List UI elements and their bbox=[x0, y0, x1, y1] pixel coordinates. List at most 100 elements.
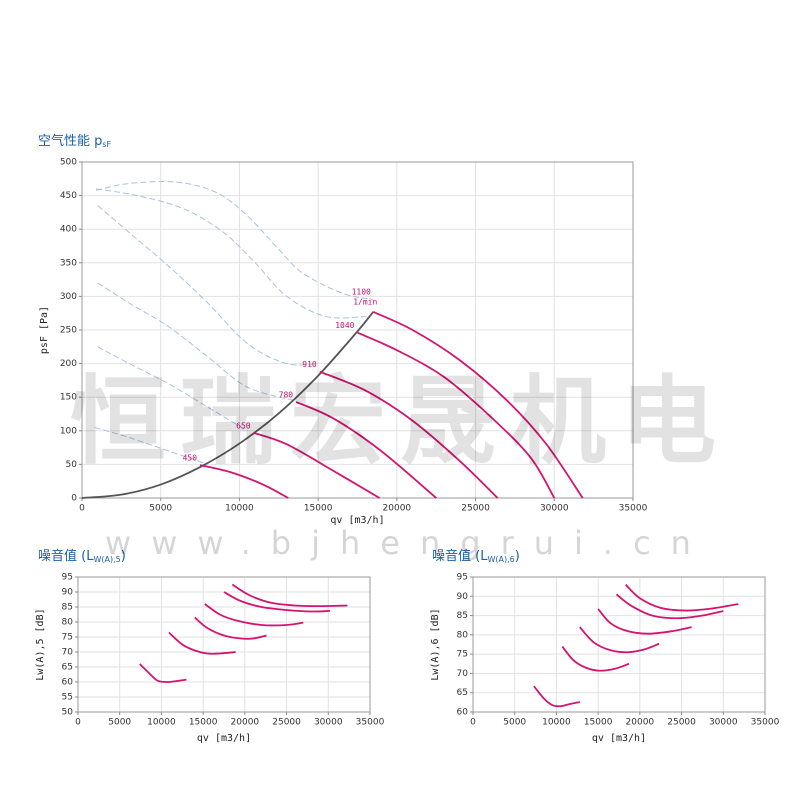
y-tick-label: 55 bbox=[62, 693, 73, 703]
chart-title: 噪音值 (LW(A),5) bbox=[38, 548, 126, 564]
y-tick-label: 250 bbox=[60, 326, 77, 336]
x-tick-label: 0 bbox=[75, 718, 81, 728]
x-tick-label: 35000 bbox=[356, 718, 385, 728]
x-tick-label: 30000 bbox=[540, 504, 569, 514]
y-tick-label: 150 bbox=[60, 393, 77, 403]
curve bbox=[579, 626, 660, 654]
y-tick-label: 400 bbox=[60, 225, 77, 235]
curve bbox=[615, 593, 724, 620]
y-tick-label: 65 bbox=[62, 663, 73, 673]
curve bbox=[97, 346, 248, 432]
x-tick-label: 35000 bbox=[619, 504, 648, 514]
y-tick-label: 50 bbox=[66, 460, 78, 470]
x-tick-label: 0 bbox=[79, 504, 85, 514]
curve bbox=[194, 616, 267, 640]
x-tick-label: 15000 bbox=[304, 504, 333, 514]
y-tick-label: 75 bbox=[457, 650, 468, 660]
plot-border bbox=[472, 576, 766, 713]
curve bbox=[372, 311, 584, 499]
curve bbox=[97, 205, 319, 366]
y-tick-label: 90 bbox=[62, 588, 74, 598]
speed-unit: 1/min bbox=[353, 297, 377, 306]
x-tick-label: 0 bbox=[470, 718, 476, 728]
curve bbox=[625, 584, 739, 612]
y-tick-label: 300 bbox=[60, 292, 77, 302]
chart-title: 空气性能 psF bbox=[38, 133, 112, 149]
plot-border bbox=[77, 576, 371, 713]
y-tick-label: 200 bbox=[60, 359, 77, 369]
y-tick-label: 80 bbox=[62, 618, 74, 628]
speed-label: 650 bbox=[236, 421, 251, 430]
chart-title: 噪音值 (LW(A),6) bbox=[432, 548, 520, 564]
y-axis-label: Lw(A),5 [dB] bbox=[35, 608, 46, 680]
curve bbox=[295, 401, 437, 499]
speed-label: 450 bbox=[183, 454, 198, 463]
curve bbox=[96, 181, 374, 301]
x-tick-label: 25000 bbox=[272, 718, 301, 728]
title-text: 噪音值 (L bbox=[38, 548, 94, 564]
x-tick-label: 20000 bbox=[383, 504, 412, 514]
y-tick-label: 450 bbox=[60, 191, 77, 201]
x-tick-label: 20000 bbox=[626, 718, 655, 728]
x-tick-label: 5000 bbox=[149, 504, 172, 514]
speed-label: 1100 bbox=[352, 287, 371, 296]
curve bbox=[199, 464, 289, 499]
x-tick-label: 30000 bbox=[709, 718, 738, 728]
x-tick-label: 30000 bbox=[314, 718, 343, 728]
x-tick-label: 10000 bbox=[542, 718, 571, 728]
curve bbox=[597, 608, 692, 635]
x-tick-label: 5000 bbox=[108, 718, 131, 728]
y-tick-label: 80 bbox=[457, 630, 469, 640]
curve bbox=[319, 370, 499, 499]
y-tick-label: 0 bbox=[71, 494, 77, 504]
x-tick-label: 15000 bbox=[584, 718, 613, 728]
y-tick-label: 350 bbox=[60, 258, 77, 268]
title-subscript: sF bbox=[102, 140, 111, 149]
x-tick-label: 10000 bbox=[147, 718, 176, 728]
x-tick-label: 10000 bbox=[225, 504, 254, 514]
y-tick-label: 60 bbox=[62, 678, 74, 688]
y-tick-label: 70 bbox=[457, 669, 469, 679]
y-tick-label: 85 bbox=[62, 603, 73, 613]
plot-border bbox=[81, 161, 634, 499]
title-subscript: W(A),5 bbox=[93, 555, 120, 564]
speed-label: 1040 bbox=[335, 321, 354, 330]
title-end: ) bbox=[121, 549, 126, 564]
y-tick-label: 60 bbox=[457, 708, 469, 718]
curve bbox=[357, 331, 556, 499]
watermark: 恒瑞宏晟机电 bbox=[70, 365, 730, 477]
x-tick-label: 35000 bbox=[751, 718, 780, 728]
y-axis-label: Lw(A),6 [dB] bbox=[430, 608, 441, 680]
curve bbox=[94, 426, 209, 465]
y-tick-label: 95 bbox=[457, 573, 468, 583]
y-tick-label: 75 bbox=[62, 633, 73, 643]
title-text: 噪音值 (L bbox=[432, 548, 488, 564]
y-axis-label: psF [Pa] bbox=[39, 306, 50, 354]
title-text: 空气性能 p bbox=[38, 133, 102, 149]
y-tick-label: 65 bbox=[457, 688, 468, 698]
plot-area bbox=[473, 577, 765, 712]
title-subscript: W(A),6 bbox=[487, 555, 514, 564]
curve bbox=[223, 591, 330, 613]
speed-label: 910 bbox=[302, 360, 317, 369]
x-tick-label: 20000 bbox=[231, 718, 260, 728]
curve bbox=[168, 631, 236, 655]
plot-area bbox=[78, 577, 370, 712]
curve bbox=[253, 431, 380, 499]
x-tick-label: 25000 bbox=[461, 504, 490, 514]
y-tick-label: 90 bbox=[457, 592, 469, 602]
x-tick-label: 25000 bbox=[667, 718, 696, 728]
curve bbox=[96, 188, 366, 319]
y-tick-label: 95 bbox=[62, 573, 73, 583]
y-tick-label: 70 bbox=[62, 648, 74, 658]
x-axis-label: qv [m3/h] bbox=[197, 733, 251, 744]
speed-label: 780 bbox=[279, 390, 294, 399]
y-tick-label: 100 bbox=[60, 426, 77, 436]
y-tick-label: 85 bbox=[457, 611, 468, 621]
curve bbox=[139, 663, 187, 683]
curve bbox=[81, 311, 374, 499]
watermark-url: www.bjhengrui.cn bbox=[105, 524, 711, 562]
curve bbox=[561, 645, 630, 672]
curve bbox=[533, 685, 580, 708]
